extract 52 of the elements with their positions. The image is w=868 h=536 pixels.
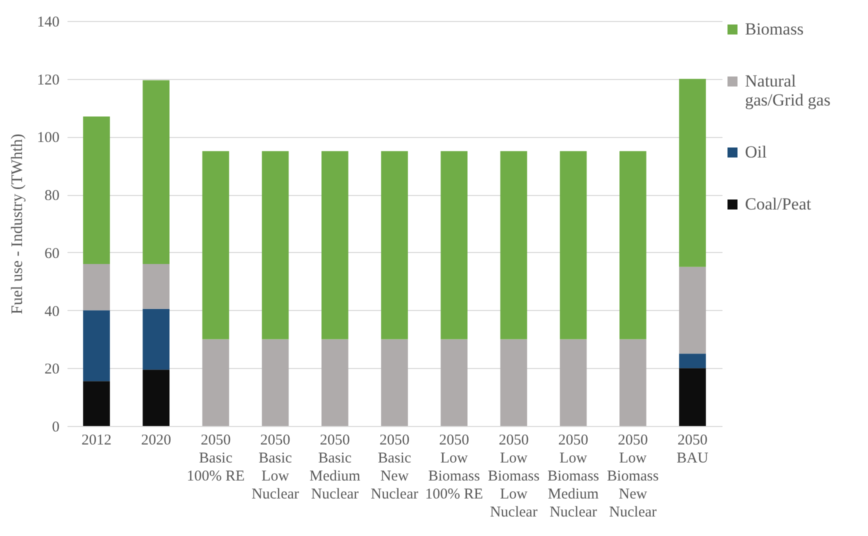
bar: [381, 339, 408, 426]
legend-label: Coal/Peat: [745, 194, 812, 214]
bar: [321, 339, 348, 426]
bar: [83, 116, 110, 264]
bar: [202, 151, 230, 340]
bar: [440, 339, 468, 426]
y-tick-label: 20: [44, 362, 60, 378]
bar: [679, 78, 706, 267]
bar: [262, 339, 289, 426]
bar: [440, 151, 468, 340]
y-tick-label: 80: [44, 188, 60, 204]
y-tick-label: 40: [44, 304, 60, 320]
y-tick-label: 0: [52, 420, 60, 436]
bar: [262, 151, 289, 340]
bar: [560, 339, 587, 426]
x-tick-label: 2050 Basic Medium Nuclear: [309, 432, 361, 502]
bar: [142, 264, 170, 309]
bar: [679, 368, 706, 426]
y-axis-title: Fuel use - Industry (TWhth): [9, 134, 26, 314]
legend-label: Biomass: [745, 20, 804, 38]
x-tick-label: 2050 Low Biomass New Nuclear: [607, 432, 659, 520]
x-tick-label: 2050 Basic 100% RE: [186, 432, 245, 484]
bar: [619, 151, 646, 340]
y-tick-label: 120: [37, 72, 60, 88]
x-tick-label: 2020: [141, 432, 172, 448]
bar: [142, 80, 170, 264]
bar: [83, 310, 110, 382]
bar: [142, 370, 170, 426]
legend-label: Natural gas/Grid gas: [745, 72, 830, 110]
bar: [83, 381, 110, 426]
y-tick-label: 60: [44, 246, 60, 262]
bar: [619, 339, 646, 426]
legend-label: Oil: [745, 142, 767, 162]
x-tick-label: 2050 Basic Low Nuclear: [252, 432, 300, 502]
bar: [83, 264, 110, 310]
x-tick-label: 2050 Low Biomass Medium Nuclear: [547, 432, 600, 520]
bar: [142, 308, 170, 370]
bar: [500, 151, 528, 340]
bar: [321, 151, 348, 340]
bar: [202, 339, 230, 426]
bar: [679, 354, 706, 368]
bar: [500, 339, 528, 426]
y-tick-label: 100: [37, 130, 60, 146]
bar: [381, 151, 408, 340]
bar: [560, 151, 587, 340]
bar: [679, 266, 706, 354]
x-tick-label: 2050 Low Biomass Low Nuclear: [488, 432, 540, 520]
x-tick-label: 2012: [82, 432, 112, 448]
x-tick-label: 2050 Low Biomass 100% RE: [425, 432, 484, 502]
y-tick-label: 140: [37, 14, 60, 30]
x-tick-label: 2050 BAU: [676, 432, 708, 466]
x-tick-label: 2050 Basic New Nuclear: [370, 432, 418, 502]
